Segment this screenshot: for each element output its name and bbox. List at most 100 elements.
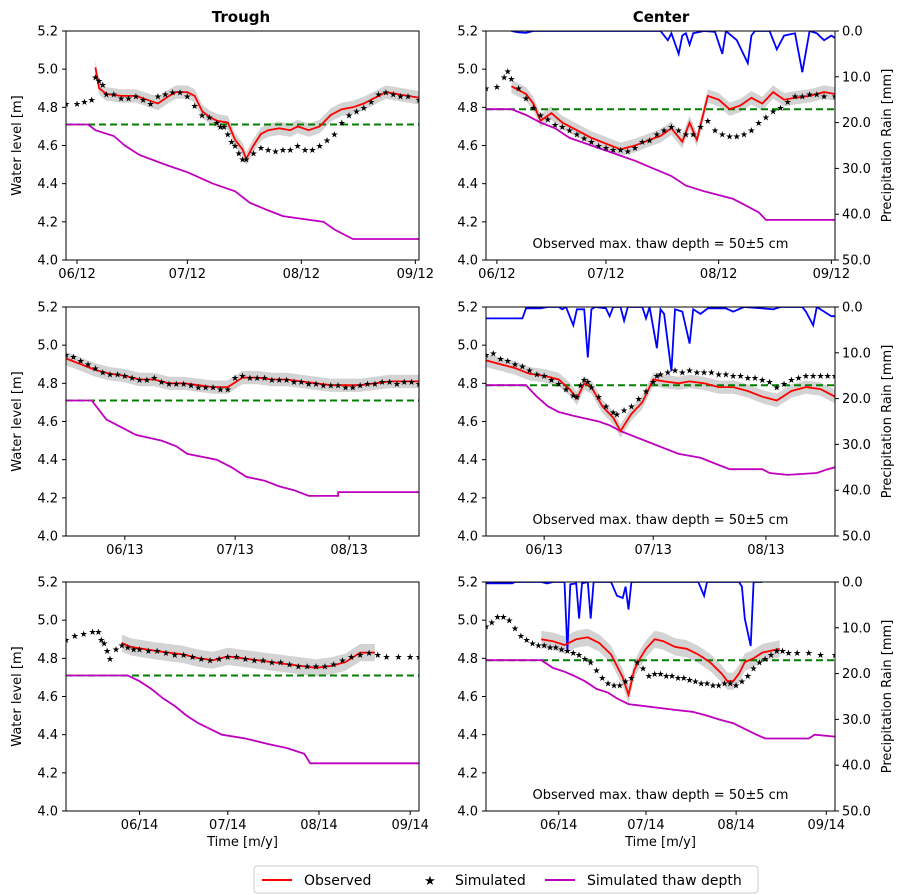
thaw-depth-line (66, 399, 419, 497)
simulated-point: ★ (686, 676, 694, 686)
simulated-point: ★ (667, 123, 675, 133)
legend-box (253, 865, 759, 894)
simulated-point: ★ (294, 142, 302, 152)
simulated-point: ★ (216, 123, 224, 133)
simulated-point: ★ (744, 374, 752, 384)
simulated-point: ★ (528, 640, 536, 650)
simulated-point: ★ (602, 403, 610, 413)
simulated-point: ★ (653, 131, 661, 141)
simulated-point: ★ (693, 368, 701, 378)
simulated-point: ★ (680, 674, 688, 684)
y2-tick-label: 30.0 (842, 438, 871, 453)
simulated-point: ★ (552, 643, 560, 653)
y2-tick-label: 0.0 (842, 576, 863, 591)
simulated-point: ★ (227, 138, 235, 148)
simulated-point: ★ (518, 363, 526, 373)
simulated-point: ★ (62, 636, 70, 646)
y-tick-label: 4.4 (37, 177, 58, 192)
simulated-point: ★ (504, 68, 512, 78)
simulated-point: ★ (88, 96, 96, 106)
y2-axis-label: Precipitation Rain [mm] (880, 69, 895, 223)
simulated-point: ★ (566, 127, 574, 137)
x-tick-label: 09/14 (808, 818, 845, 833)
simulated-point: ★ (656, 670, 664, 680)
simulated-point: ★ (150, 374, 158, 384)
simulated-point: ★ (261, 374, 269, 384)
x-tick-label: 07/12 (587, 267, 624, 282)
panel-center-3: ★★★★★★★★★★★★★★★★★★★★★★★★★★★★★★★★★★★★★★★★… (457, 576, 895, 851)
simulated-point: ★ (382, 89, 390, 99)
thaw-depth-line (486, 659, 835, 740)
y2-tick-label: 20.0 (842, 392, 871, 407)
simulated-point: ★ (831, 92, 839, 102)
simulated-point: ★ (224, 386, 232, 396)
simulated-point: ★ (646, 136, 654, 146)
column-title-trough: Trough (212, 8, 270, 26)
simulated-point: ★ (84, 361, 92, 371)
simulated-point: ★ (773, 647, 781, 657)
simulated-point: ★ (69, 353, 77, 363)
simulated-point: ★ (703, 680, 711, 690)
simulated-point: ★ (180, 651, 188, 661)
thaw-depth-annotation: Observed max. thaw depth = 50±5 cm (533, 788, 789, 803)
simulated-point: ★ (696, 123, 704, 133)
simulated-point: ★ (209, 384, 217, 394)
simulated-point: ★ (153, 647, 161, 657)
simulated-point: ★ (62, 351, 70, 361)
simulated-point: ★ (507, 75, 515, 85)
simulated-point: ★ (511, 361, 519, 371)
simulated-point: ★ (188, 653, 196, 663)
simulated-point: ★ (489, 349, 497, 359)
simulated-point: ★ (715, 682, 723, 692)
simulated-point: ★ (275, 376, 283, 386)
simulated-point: ★ (592, 666, 600, 676)
simulated-point: ★ (793, 649, 801, 659)
y2-tick-label: 30.0 (842, 162, 871, 177)
simulated-point: ★ (383, 653, 391, 663)
observed-uncertainty-band (486, 353, 835, 438)
simulated-point: ★ (117, 94, 125, 104)
simulated-point: ★ (250, 657, 258, 667)
simulated-point: ★ (761, 655, 769, 665)
simulated-point: ★ (787, 376, 795, 386)
plot-area: ★★★★★★★★★★★★★★★★★★★★★★★★★★★★★★★★★★★★★★★★… (62, 351, 419, 497)
simulated-point: ★ (283, 376, 291, 386)
simulated-point: ★ (769, 108, 777, 118)
x-tick-label: 06/13 (106, 543, 143, 558)
simulated-point: ★ (678, 368, 686, 378)
simulated-point: ★ (202, 384, 210, 394)
observed-line (66, 357, 419, 389)
simulated-point: ★ (755, 119, 763, 129)
simulated-point: ★ (551, 121, 559, 131)
simulated-point: ★ (338, 657, 346, 667)
simulated-point: ★ (213, 119, 221, 129)
simulated-point: ★ (738, 678, 746, 688)
simulated-point: ★ (323, 136, 331, 146)
y-tick-label: 4.6 (37, 139, 58, 154)
simulated-point: ★ (762, 113, 770, 123)
thaw-depth-line (486, 108, 835, 221)
y-tick-label: 4.2 (37, 491, 58, 506)
simulated-point: ★ (253, 374, 261, 384)
simulated-point: ★ (809, 372, 817, 382)
simulated-point: ★ (259, 657, 267, 667)
simulated-point: ★ (587, 384, 595, 394)
simulated-point: ★ (581, 655, 589, 665)
simulated-point: ★ (334, 382, 342, 392)
simulated-point: ★ (356, 651, 364, 661)
simulated-point: ★ (580, 134, 588, 144)
simulated-point: ★ (183, 92, 191, 102)
simulated-point: ★ (400, 378, 408, 388)
simulated-point: ★ (707, 368, 715, 378)
y2-tick-label: 40.0 (842, 484, 871, 499)
simulated-point: ★ (233, 653, 241, 663)
simulated-point: ★ (726, 133, 734, 143)
simulated-point: ★ (517, 632, 525, 642)
simulated-point: ★ (272, 148, 280, 158)
simulated-point: ★ (627, 403, 635, 413)
simulated-point: ★ (327, 382, 335, 392)
simulated-point: ★ (726, 680, 734, 690)
x-tick-label: 06/14 (540, 818, 577, 833)
simulated-point: ★ (620, 407, 628, 417)
simulated-point: ★ (106, 370, 114, 380)
